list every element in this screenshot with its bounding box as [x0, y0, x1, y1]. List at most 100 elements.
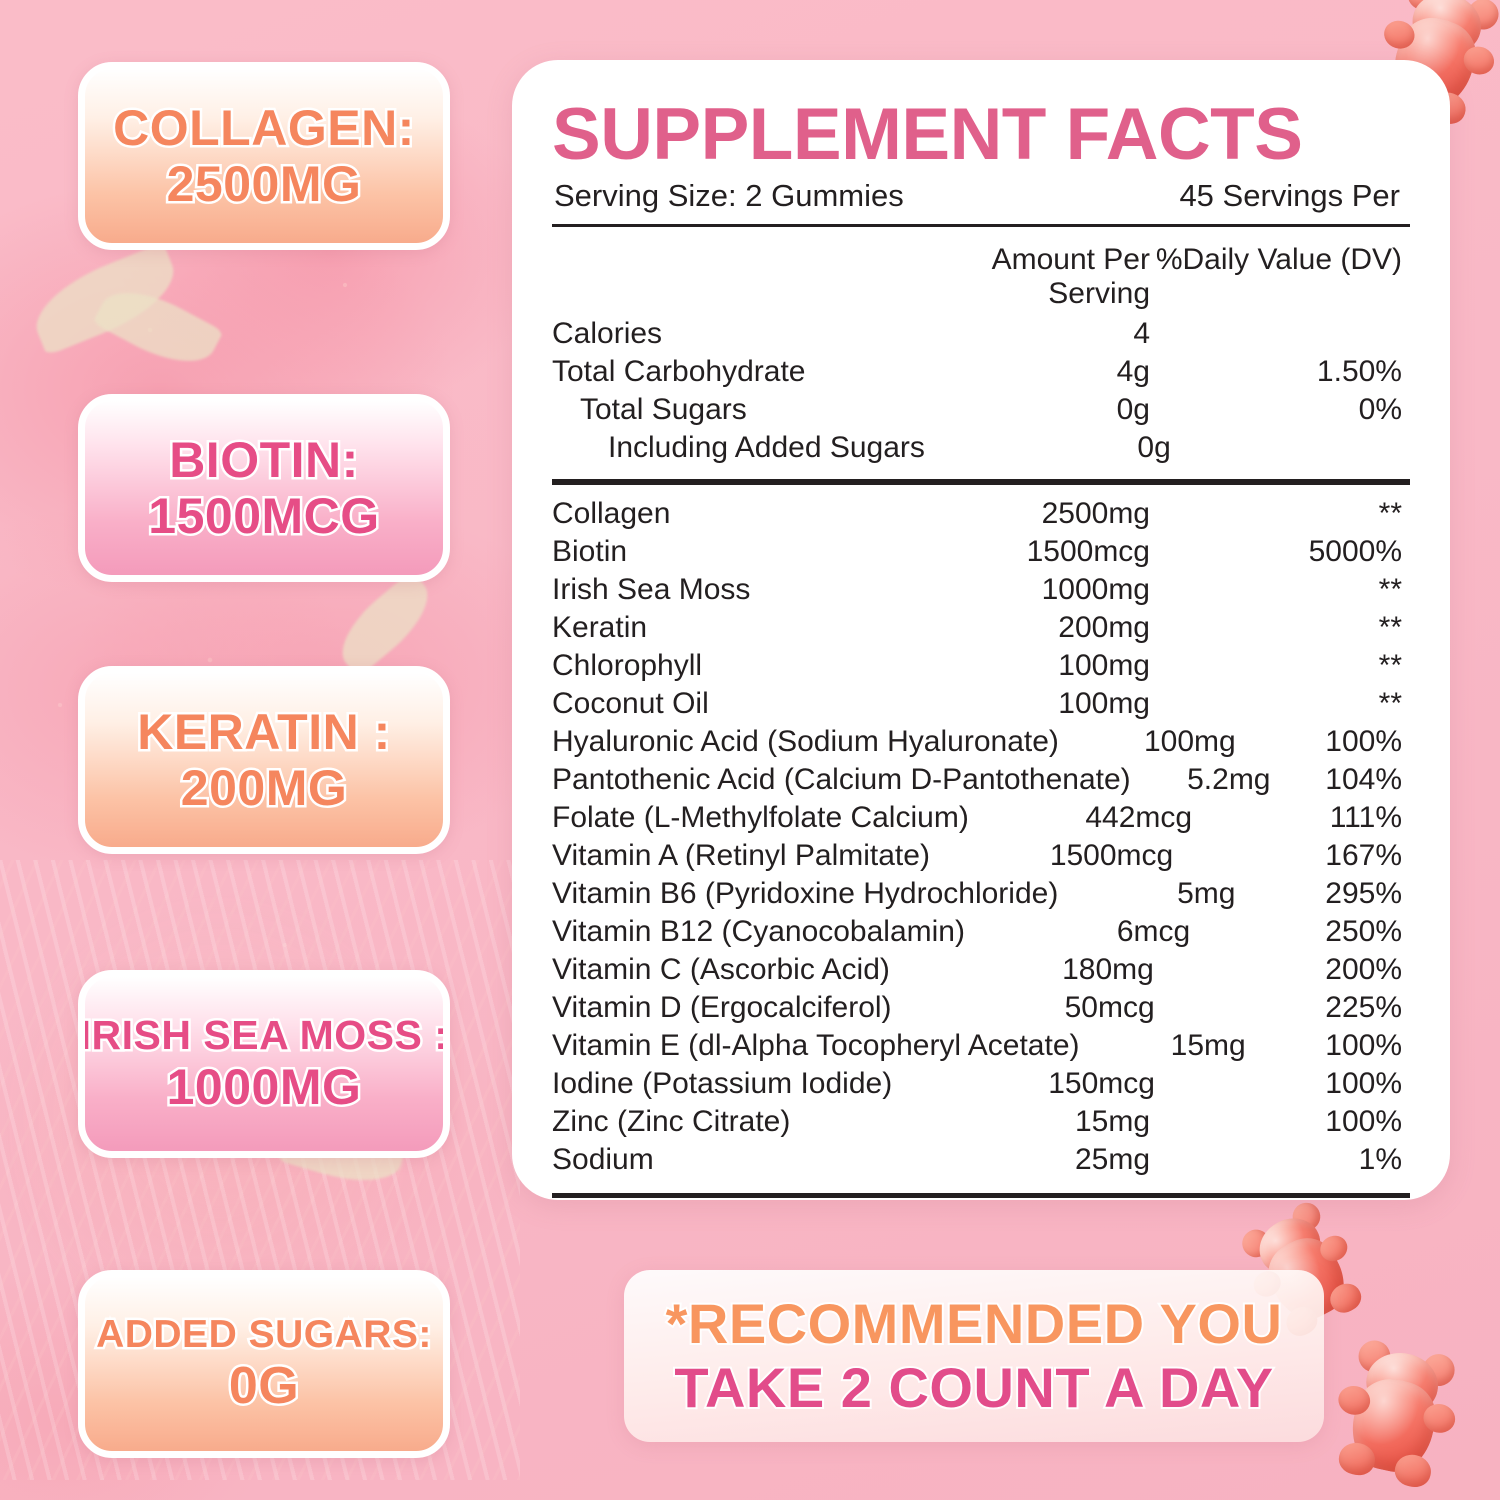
table-row: Vitamin D (Ergocalciferol) 50mcg 225%: [548, 989, 1414, 1027]
row-name: Coconut Oil: [552, 687, 709, 721]
badge-added-sugars-line1: ADDED SUGARS:: [94, 1311, 434, 1359]
row-dv: 104%: [1325, 763, 1402, 797]
row-dv: **: [1378, 611, 1402, 645]
row-amount: 2500mg: [1041, 497, 1150, 531]
row-name: Hyaluronic Acid (Sodium Hyaluronate): [552, 725, 1059, 759]
column-header-amount: Amount Per Serving: [991, 243, 1150, 311]
row-dv: **: [1378, 649, 1402, 683]
table-row: Sodium 25mg 1%: [548, 1141, 1414, 1179]
row-dv: 100%: [1325, 725, 1402, 759]
row-amount: 100mg: [1144, 725, 1236, 759]
row-name: Vitamin E (dl-Alpha Tocopheryl Acetate): [552, 1029, 1080, 1063]
row-dv: **: [1378, 687, 1402, 721]
badge-keratin: KERATIN : 200MG: [78, 666, 450, 854]
row-name: Vitamin B12 (Cyanocobalamin): [552, 915, 965, 949]
serving-size-label: Serving Size: 2 Gummies: [554, 178, 904, 214]
nutrition-rows-group: Calories 4 Total Carbohydrate 4g 1.50% T…: [548, 315, 1414, 467]
table-row: Total Carbohydrate 4g 1.50%: [548, 353, 1414, 391]
table-row: Pantothenic Acid (Calcium D-Pantothenate…: [548, 761, 1414, 799]
table-row: Biotin 1500mcg 5000%: [548, 533, 1414, 571]
row-amount: 1500mcg: [1026, 535, 1150, 569]
supplement-facts-panel: SUPPLEMENT FACTS Serving Size: 2 Gummies…: [512, 60, 1450, 1200]
row-name: Sodium: [552, 1143, 654, 1177]
row-amount: 1000mg: [1041, 573, 1150, 607]
row-name: Keratin: [552, 611, 648, 645]
table-row: Calories 4: [548, 315, 1414, 353]
row-name: Vitamin D (Ergocalciferol): [552, 991, 892, 1025]
row-name: Vitamin B6 (Pyridoxine Hydrochloride): [552, 877, 1059, 911]
row-name: Zinc (Zinc Citrate): [552, 1105, 791, 1139]
row-amount: 1500mcg: [1049, 839, 1174, 873]
row-name: Irish Sea Moss: [552, 573, 751, 607]
row-name: Folate (L-Methylfolate Calcium): [552, 801, 969, 835]
recommendation-banner: *RECOMMENDED YOU TAKE 2 COUNT A DAY: [624, 1270, 1324, 1442]
badge-biotin: BIOTIN: 1500MCG: [78, 394, 450, 582]
badge-collagen-line1: COLLAGEN:: [111, 98, 417, 159]
recommendation-line1: *RECOMMENDED YOU: [664, 1290, 1284, 1357]
divider-above-ingredients: [552, 479, 1410, 486]
badge-irish-sea-moss: IRISH SEA MOSS : 1000MG: [78, 970, 450, 1158]
table-row: Coconut Oil 100mg **: [548, 685, 1414, 723]
table-row: Folate (L-Methylfolate Calcium) 442mcg 1…: [548, 799, 1414, 837]
row-amount: 25mg: [1074, 1143, 1150, 1177]
badge-biotin-line2: 1500MCG: [146, 486, 382, 547]
badge-biotin-line1: BIOTIN:: [167, 430, 361, 491]
badge-irish-sea-moss-line1: IRISH SEA MOSS :: [79, 1010, 449, 1061]
row-name: Total Sugars: [580, 393, 747, 427]
row-name: Chlorophyll: [552, 649, 703, 683]
row-amount: 15mg: [1074, 1105, 1150, 1139]
row-name: Including Added Sugars: [608, 431, 925, 465]
row-dv: 295%: [1325, 877, 1402, 911]
serving-info-row: Serving Size: 2 Gummies 45 Servings Per: [554, 178, 1410, 214]
servings-per-container-label: 45 Servings Per: [1179, 178, 1400, 214]
row-dv: 0%: [1358, 393, 1402, 427]
table-row: Zinc (Zinc Citrate) 15mg 100%: [548, 1103, 1414, 1141]
column-header-daily-value: %Daily Value (DV): [1155, 243, 1402, 277]
table-row: Iodine (Potassium Iodide) 150mcg 100%: [548, 1065, 1414, 1103]
row-amount: 4g: [1116, 355, 1150, 389]
row-amount: 4: [1133, 317, 1150, 351]
table-row: Vitamin A (Retinyl Palmitate) 1500mcg 16…: [548, 837, 1414, 875]
row-name: Biotin: [552, 535, 628, 569]
row-dv: 5000%: [1308, 535, 1402, 569]
badge-collagen: COLLAGEN: 2500MG: [78, 62, 450, 250]
row-amount: 50mcg: [1064, 991, 1155, 1025]
table-row: Vitamin E (dl-Alpha Tocopheryl Acetate) …: [548, 1027, 1414, 1065]
table-row: Including Added Sugars 0g: [548, 429, 1414, 467]
row-amount: 0g: [1116, 393, 1150, 427]
table-row: Vitamin C (Ascorbic Acid) 180mg 200%: [548, 951, 1414, 989]
row-dv: 167%: [1325, 839, 1402, 873]
row-name: Iodine (Potassium Iodide): [552, 1067, 893, 1101]
table-row: Keratin 200mg **: [548, 609, 1414, 647]
row-name: Vitamin C (Ascorbic Acid): [552, 953, 890, 987]
table-column-headers: Amount Per Serving %Daily Value (DV): [552, 243, 1410, 311]
row-amount: 150mcg: [1048, 1067, 1155, 1101]
row-amount: 5mg: [1177, 877, 1236, 911]
page-title: SUPPLEMENT FACTS: [552, 94, 1303, 175]
highlight-badge-list: COLLAGEN: 2500MG BIOTIN: 1500MCG KERATIN…: [78, 62, 450, 1458]
row-dv: 100%: [1325, 1067, 1402, 1101]
row-dv: 100%: [1325, 1105, 1402, 1139]
row-dv: 1%: [1358, 1143, 1402, 1177]
row-amount: 200mg: [1058, 611, 1150, 645]
row-name: Vitamin A (Retinyl Palmitate): [552, 839, 930, 873]
table-row: Total Sugars 0g 0%: [548, 391, 1414, 429]
row-dv: 1.50%: [1316, 355, 1402, 389]
badge-keratin-line1: KERATIN :: [135, 702, 393, 763]
table-row: Vitamin B12 (Cyanocobalamin) 6mcg 250%: [548, 913, 1414, 951]
badge-irish-sea-moss-line2: 1000MG: [164, 1056, 363, 1117]
badge-added-sugars-line2: 0G: [226, 1354, 301, 1417]
badge-added-sugars: ADDED SUGARS: 0G: [78, 1270, 450, 1458]
row-amount: 100mg: [1058, 649, 1150, 683]
column-header-spacer: [552, 243, 882, 311]
row-dv: **: [1378, 497, 1402, 531]
row-name: Total Carbohydrate: [552, 355, 806, 389]
table-row: Collagen 2500mg **: [548, 495, 1414, 533]
row-amount: 0g: [1137, 431, 1171, 465]
row-amount: 442mcg: [1085, 801, 1193, 835]
row-amount: 5.2mg: [1187, 763, 1271, 797]
table-row: Irish Sea Moss 1000mg **: [548, 571, 1414, 609]
row-dv: 111%: [1329, 801, 1402, 835]
table-row: Vitamin B6 (Pyridoxine Hydrochloride) 5m…: [548, 875, 1414, 913]
table-row: Chlorophyll 100mg **: [548, 647, 1414, 685]
